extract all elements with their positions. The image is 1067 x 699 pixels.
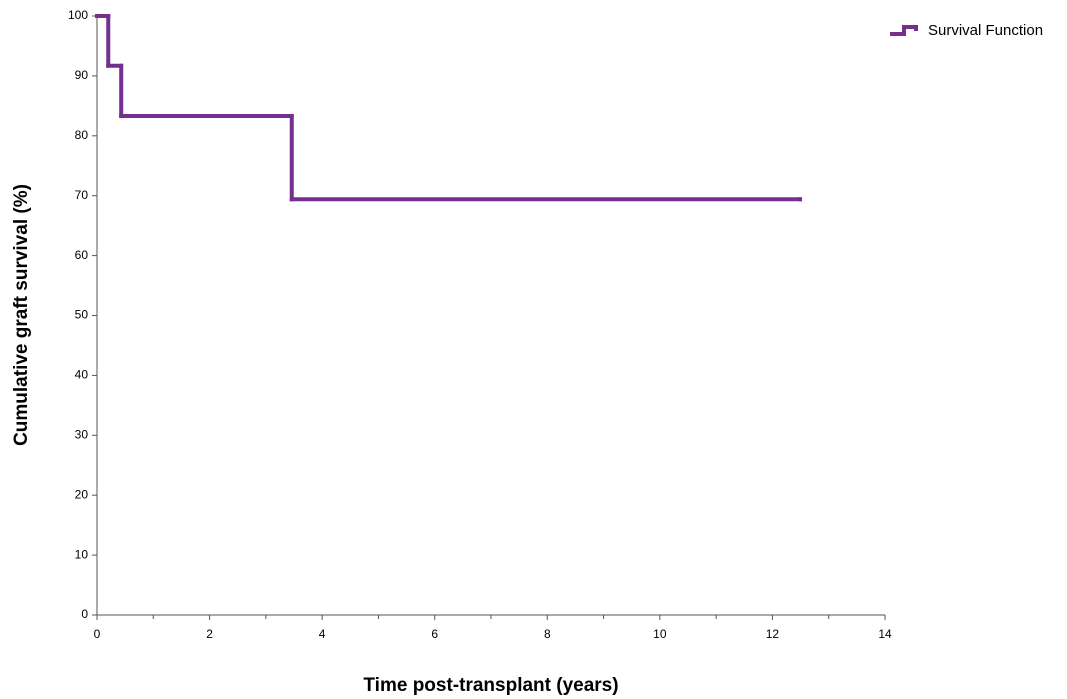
- y-tick-label: 80: [75, 128, 89, 142]
- x-tick-label: 12: [766, 627, 780, 641]
- x-tick-label: 8: [544, 627, 551, 641]
- y-tick-label: 10: [75, 547, 89, 561]
- y-tick-label: 100: [68, 8, 88, 22]
- legend-swatch: [890, 25, 918, 36]
- x-tick-label: 14: [878, 627, 892, 641]
- y-tick-label: 70: [75, 188, 89, 202]
- x-tick-label: 10: [653, 627, 667, 641]
- x-axis-title: Time post-transplant (years): [363, 675, 618, 696]
- y-tick-label: 60: [75, 248, 89, 262]
- x-tick-label: 4: [319, 627, 326, 641]
- y-tick-label: 0: [81, 607, 88, 621]
- y-axis-title: Cumulative graft survival (%): [11, 184, 32, 446]
- y-tick-label: 50: [75, 308, 89, 322]
- x-tick-label: 6: [431, 627, 438, 641]
- x-tick-label: 2: [206, 627, 213, 641]
- y-tick-label: 40: [75, 368, 89, 382]
- x-tick-label: 0: [94, 627, 101, 641]
- y-tick-label: 90: [75, 68, 89, 82]
- y-tick-label: 30: [75, 427, 89, 441]
- y-tick-label: 20: [75, 487, 89, 501]
- legend-text: Survival Function: [928, 22, 1043, 39]
